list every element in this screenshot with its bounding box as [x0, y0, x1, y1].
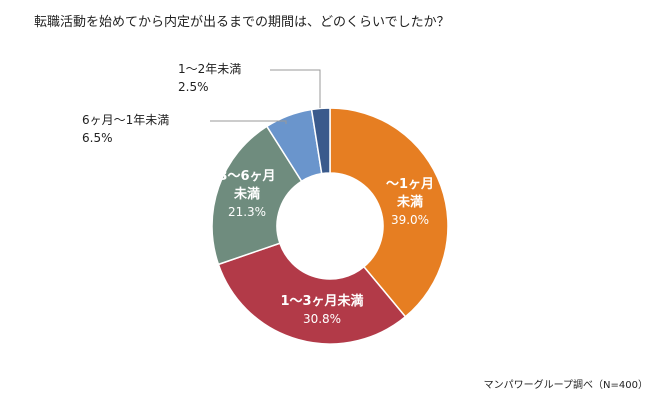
slice-category-label: 1〜2年未満 — [178, 62, 241, 76]
donut-slice — [211, 125, 303, 266]
donut-slice — [329, 107, 449, 318]
slice-label: 6ヶ月〜1年未満 6.5% — [82, 113, 169, 145]
slice-value-label: 39.0% — [391, 213, 429, 227]
slice-category-label: 6ヶ月〜1年未満 — [82, 113, 169, 127]
slice-category-label: 未満 — [233, 186, 260, 202]
donut-slices — [211, 107, 449, 345]
leader-line — [270, 69, 321, 108]
slice-value-label: 30.8% — [303, 312, 341, 326]
slice-label: 1〜3ヶ月未満 30.8% — [280, 293, 363, 326]
chart-title: 転職活動を始めてから内定が出るまでの期間は、どのくらいでしたか？ — [34, 14, 450, 30]
leader-lines — [210, 69, 321, 124]
donut-slice — [310, 107, 331, 175]
slice-category-label: 1〜3ヶ月未満 — [280, 293, 363, 309]
slice-label: 1〜2年未満 2.5% — [178, 62, 241, 94]
slice-value-label: 21.3% — [228, 205, 266, 219]
slice-value-label: 2.5% — [178, 80, 209, 94]
slice-category-label: 3〜6ヶ月 — [218, 169, 275, 184]
slice-value-label: 6.5% — [82, 131, 113, 145]
donut-slice — [217, 242, 407, 345]
slice-category-label: 〜1ヶ月 — [386, 177, 434, 192]
chart-source: マンパワーグループ調べ（N=400） — [484, 378, 648, 391]
slice-category-label: 未満 — [396, 194, 423, 210]
leader-line — [210, 120, 287, 124]
